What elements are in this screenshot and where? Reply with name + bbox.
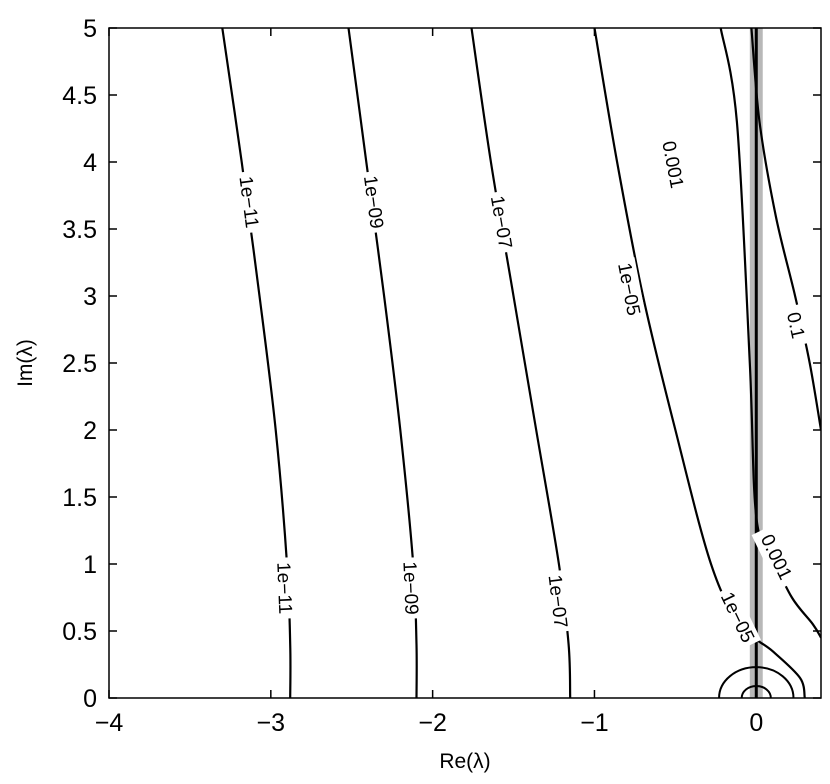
contour-label: 1e−07 bbox=[486, 194, 516, 250]
contour-label: 1e−09 bbox=[359, 174, 387, 230]
contour-label-bg bbox=[270, 557, 298, 620]
y-tick-label: 3 bbox=[83, 283, 97, 311]
y-tick-label: 0.5 bbox=[62, 618, 97, 646]
contour-label: 0.001 bbox=[657, 139, 687, 190]
y-tick-label: 3.5 bbox=[62, 216, 97, 244]
y-tick-label: 2.5 bbox=[62, 350, 97, 378]
y-tick-label: 4.5 bbox=[62, 82, 97, 110]
x-tick-label: 0 bbox=[749, 709, 763, 737]
y-tick-label: 2 bbox=[83, 417, 97, 445]
x-axis: −4 −3 −2 −1 0 bbox=[95, 28, 763, 737]
contour-label-bg bbox=[610, 257, 646, 322]
contour-label-bg bbox=[356, 170, 389, 235]
contour-line bbox=[347, 28, 418, 698]
contour-label-bg bbox=[712, 584, 761, 651]
contour-label-bg bbox=[654, 132, 690, 197]
x-tick-label: −1 bbox=[580, 709, 609, 737]
y-tick-label: 1 bbox=[83, 551, 97, 579]
contour-line bbox=[719, 28, 821, 639]
contour-line bbox=[221, 28, 292, 698]
contour-label-bg bbox=[779, 303, 812, 348]
contour-line bbox=[593, 28, 806, 698]
y-axis: 0 0.5 1 1.5 2 2.5 3 3.5 4 4.5 5 bbox=[62, 15, 821, 713]
contour-label: 1e−09 bbox=[398, 561, 421, 615]
y-tick-label: 5 bbox=[83, 15, 97, 43]
y-axis-label: Im(λ) bbox=[14, 339, 37, 387]
y-tick-label: 4 bbox=[83, 149, 97, 177]
y-tick-label: 0 bbox=[83, 685, 97, 713]
x-tick-label: −4 bbox=[95, 709, 124, 737]
contour-label-bg bbox=[483, 190, 518, 255]
plot-area: 1e−111e−111e−091e−091e−071e−071e−051e−05… bbox=[221, 28, 821, 698]
contour-label-bg bbox=[232, 170, 265, 235]
contour-line bbox=[750, 28, 821, 431]
contour-label-bg bbox=[751, 524, 800, 590]
x-axis-label: Re(λ) bbox=[439, 750, 490, 773]
contour-label: 1e−11 bbox=[272, 562, 295, 615]
y-tick-label: 1.5 bbox=[62, 484, 97, 512]
contour-label-bg bbox=[396, 557, 424, 620]
x-tick-label: −3 bbox=[257, 709, 286, 737]
contour-label: 1e−11 bbox=[234, 175, 262, 229]
contour-label-bg bbox=[541, 569, 573, 634]
x-tick-label: −2 bbox=[418, 709, 447, 737]
contour-loop bbox=[740, 684, 772, 698]
